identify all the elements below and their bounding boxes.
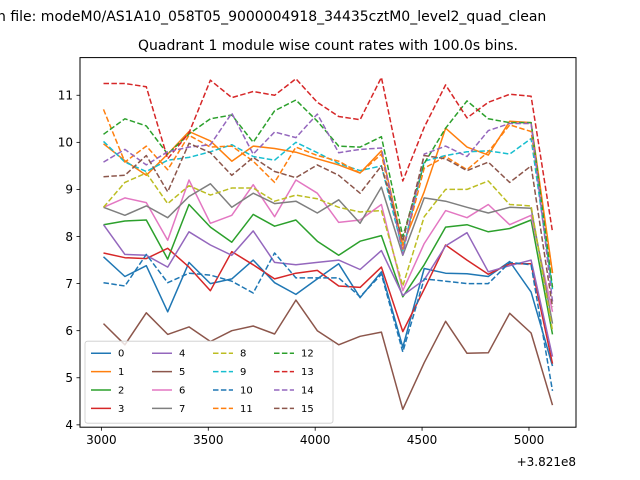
legend-label: 14 — [301, 386, 314, 397]
legend-label: 0 — [118, 349, 124, 360]
series-layer — [102, 76, 554, 411]
series-line-0 — [102, 256, 554, 367]
y-tick-label: 4 — [65, 418, 73, 432]
x-tick-label: 4000 — [300, 433, 331, 447]
series-line-13 — [103, 76, 554, 232]
legend-label: 3 — [118, 404, 124, 415]
legend-label: 13 — [301, 367, 314, 378]
y-tick-label: 9 — [65, 183, 73, 197]
x-tick-label: 3000 — [86, 433, 117, 447]
series-line-7 — [103, 183, 554, 324]
series-line-4 — [102, 224, 554, 357]
series-line-15 — [103, 142, 554, 308]
figure-suptitle: n file: modeM0/AS1A10_058T05_9000004918_… — [0, 9, 546, 25]
series-line-6 — [103, 179, 554, 312]
legend-label: 11 — [240, 404, 253, 415]
series-line-2 — [103, 203, 554, 335]
y-tick-label: 6 — [65, 324, 73, 338]
series-line-10 — [103, 252, 554, 392]
y-tick-label: 8 — [65, 230, 73, 244]
x-tick-label: 4500 — [407, 433, 438, 447]
legend-label: 4 — [179, 349, 185, 360]
series-line-14 — [103, 112, 554, 302]
series-line-8 — [102, 172, 554, 331]
legend-label: 5 — [179, 367, 185, 378]
y-tick-label: 5 — [65, 371, 73, 385]
x-tick-label: 3500 — [193, 433, 224, 447]
series-line-1 — [103, 120, 554, 273]
chart-title: Quadrant 1 module wise count rates with … — [138, 38, 518, 54]
legend-label: 10 — [240, 386, 253, 397]
y-tick-label: 7 — [65, 277, 73, 291]
legend-label: 2 — [118, 386, 124, 397]
legend-frame — [84, 340, 334, 424]
x-tick-label: 5000 — [514, 433, 545, 447]
legend-label: 7 — [179, 404, 185, 415]
legend-label: 1 — [118, 367, 124, 378]
legend-label: 8 — [240, 349, 246, 360]
axes-frame — [79, 57, 577, 428]
legend-label: 15 — [301, 404, 314, 415]
x-offset-label: +3.821e8 — [517, 455, 576, 469]
series-line-5 — [102, 299, 554, 411]
legend-label: 12 — [301, 349, 314, 360]
series-line-11 — [102, 109, 554, 274]
y-tick-label: 10 — [58, 136, 73, 150]
y-tick-label: 11 — [58, 89, 73, 103]
legend-label: 9 — [240, 367, 246, 378]
legend-label: 6 — [179, 386, 185, 397]
